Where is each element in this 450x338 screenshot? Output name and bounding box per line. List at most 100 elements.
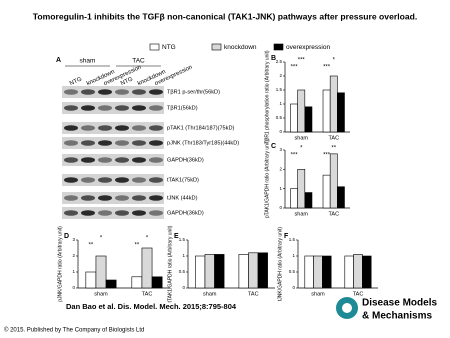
- bar: [353, 254, 363, 289]
- blot-strip: [62, 207, 164, 219]
- bar: [297, 169, 306, 209]
- blot-band: [132, 105, 146, 111]
- blot-band: [132, 210, 146, 216]
- significance-mark: **: [331, 146, 336, 152]
- blot-band: [64, 157, 78, 163]
- blot-band: [64, 195, 78, 201]
- bar: [337, 186, 345, 209]
- bar: [85, 271, 97, 289]
- blot-band: [64, 105, 78, 111]
- significance-mark: ***: [298, 58, 306, 64]
- significance-mark: ***: [323, 153, 331, 159]
- bar: [329, 153, 338, 209]
- x-tick-label: sham: [295, 135, 309, 141]
- blot-band: [149, 140, 163, 146]
- y-axis-label: tTAK1/GAPDH ratio (Arbitrary unit): [167, 225, 173, 302]
- bar: [322, 89, 331, 133]
- legend-label: knockdown: [224, 44, 257, 51]
- y-tick-label: 0: [292, 285, 295, 290]
- y-axis-label: pJNK/GAPDH ratio (Arbitrary unit): [57, 226, 63, 302]
- bar: [304, 106, 313, 133]
- group-label: TAC: [132, 58, 145, 65]
- bar: [322, 174, 331, 209]
- blot-label: pJNK (Thr183/Tyr185)(44kD): [167, 140, 239, 146]
- blot-band: [81, 105, 95, 111]
- blot-band: [64, 210, 78, 216]
- y-tick-label: 1: [292, 253, 295, 258]
- blot-band: [81, 177, 95, 183]
- panel-label: A: [56, 57, 61, 64]
- y-tick-label: 3: [279, 147, 282, 152]
- blot-band: [115, 157, 129, 163]
- blot-band: [81, 157, 95, 163]
- bar: [329, 75, 338, 133]
- blot-band: [149, 157, 163, 163]
- blot-band: [64, 177, 78, 183]
- blot-strip: [62, 122, 164, 134]
- bar: [257, 252, 268, 289]
- y-tick-label: 1: [182, 253, 185, 258]
- blot-band: [81, 125, 95, 131]
- bar: [290, 103, 298, 133]
- significance-mark: *: [146, 236, 149, 242]
- y-tick-label: 1: [279, 186, 282, 191]
- x-tick-label: sham: [203, 291, 217, 297]
- y-tick-label: 1.5: [179, 237, 186, 242]
- y-tick-label: 2.5: [276, 59, 283, 64]
- blot-band: [132, 89, 146, 95]
- lane-label: NTG: [120, 76, 134, 87]
- logo-icon-inner: [342, 303, 352, 313]
- blot-band: [115, 177, 129, 183]
- blot-band: [132, 195, 146, 201]
- y-tick-label: 2: [279, 73, 282, 78]
- blot-band: [115, 140, 129, 146]
- blot-band: [81, 140, 95, 146]
- y-tick-label: 0: [182, 285, 185, 290]
- blot-strip: [62, 154, 164, 166]
- x-tick-label: TAC: [328, 135, 339, 141]
- y-axis-label: tJNK/GAPDH ratio (Arbitrary unit): [277, 227, 283, 302]
- y-tick-label: 0.5: [276, 115, 283, 120]
- blot-strip: [62, 137, 164, 149]
- legend-label: NTG: [162, 44, 176, 51]
- bar: [297, 89, 306, 133]
- y-tick-label: 0.5: [289, 269, 296, 274]
- legend-swatch: [273, 43, 284, 51]
- blot-band: [115, 210, 129, 216]
- blot-band: [149, 105, 163, 111]
- x-tick-label: sham: [311, 291, 325, 297]
- y-tick-label: 0: [279, 205, 282, 210]
- blot-strip: [62, 174, 164, 186]
- y-tick-label: 2: [279, 167, 282, 172]
- blot-band: [149, 210, 163, 216]
- x-tick-label: TAC: [248, 291, 259, 297]
- blot-band: [98, 105, 112, 111]
- y-tick-label: 2: [72, 253, 75, 258]
- blot-strip: [62, 86, 164, 98]
- blot-band: [64, 89, 78, 95]
- blot-band: [149, 125, 163, 131]
- bar: [214, 254, 225, 289]
- significance-mark: *: [300, 146, 303, 152]
- logo-text: Disease Models: [362, 298, 437, 309]
- significance-mark: ***: [291, 153, 299, 159]
- bar: [105, 279, 117, 289]
- lane-label: NTG: [69, 76, 83, 87]
- blot-band: [132, 125, 146, 131]
- blot-band: [115, 125, 129, 131]
- panel-label: E: [174, 233, 179, 240]
- legend-swatch: [149, 43, 160, 51]
- y-axis-label: pTAK1/GAPDH ratio (Arbitrary unit): [264, 140, 270, 219]
- x-tick-label: TAC: [328, 211, 339, 217]
- blot-band: [98, 89, 112, 95]
- blot-band: [81, 89, 95, 95]
- bar: [238, 254, 249, 289]
- y-axis-label: TβR1 phosphorylation ratio (Arbitrary un…: [264, 50, 270, 144]
- blot-band: [115, 89, 129, 95]
- bar: [344, 255, 354, 289]
- bar: [204, 254, 215, 289]
- citation: Dan Bao et al. Dis. Model. Mech. 2015;8:…: [66, 302, 237, 311]
- bar: [304, 255, 314, 289]
- y-tick-label: 0.5: [179, 269, 186, 274]
